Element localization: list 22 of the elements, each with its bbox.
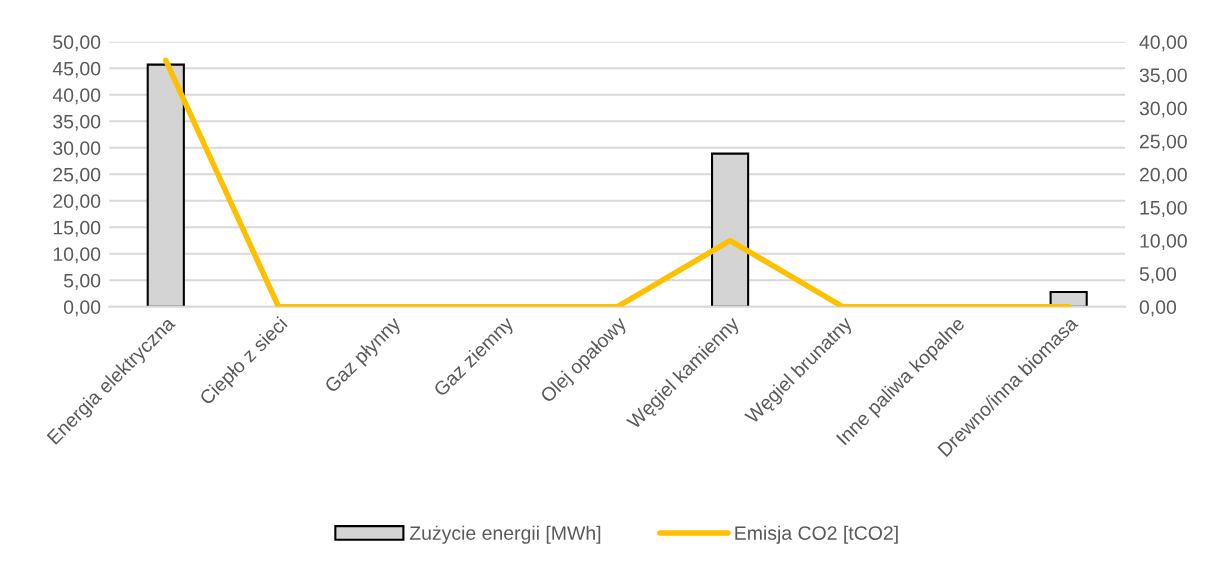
y-tick-label: 35,00	[53, 114, 101, 131]
y2-tick-label: 35,00	[1139, 68, 1187, 85]
y-tick-label: 40,00	[52, 88, 101, 105]
y-tick-label: 50,00	[53, 35, 101, 52]
y2-tick-label: 0,00	[1139, 300, 1177, 317]
y2-tick-label: 40,00	[1139, 35, 1187, 52]
y2-tick-label: 15,00	[1140, 200, 1187, 217]
legend-label: Emisja CO2 [tCO2]	[735, 525, 898, 544]
y2-tick-label: 10,00	[1140, 234, 1187, 251]
y-tick-label: 10,00	[53, 247, 101, 264]
y2-tick-label: 5,00	[1139, 267, 1177, 284]
y-tick-label: 0,00	[63, 300, 101, 317]
y-tick-label: 25,00	[53, 167, 101, 184]
legend-label: Zużycie energii [MWh]	[409, 525, 601, 544]
y-tick-label: 20,00	[53, 194, 101, 211]
y2-tick-label: 25,00	[1139, 134, 1187, 151]
y-tick-label: 30,00	[53, 141, 101, 158]
y-tick-label: 15,00	[53, 220, 101, 237]
y-tick-label: 45,00	[52, 61, 101, 78]
y-tick-label: 5,00	[63, 273, 101, 290]
y2-tick-label: 30,00	[1139, 101, 1187, 118]
y2-tick-label: 20,00	[1139, 167, 1187, 184]
